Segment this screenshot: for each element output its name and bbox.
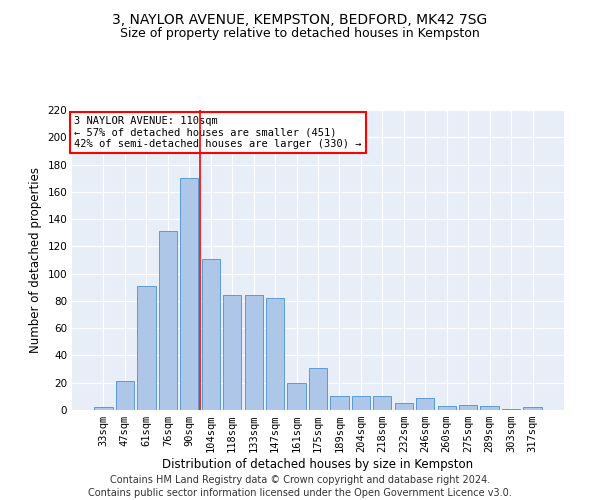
Bar (202, 258, 220, 410)
Text: 3 NAYLOR AVENUE: 110sqm
← 57% of detached houses are smaller (451)
42% of semi-d: 3 NAYLOR AVENUE: 110sqm ← 57% of detache… (74, 116, 362, 149)
Bar (223, 296, 241, 410)
Bar (437, 406, 456, 410)
Bar (523, 408, 542, 410)
Text: Size of property relative to detached houses in Kempston: Size of property relative to detached ho… (120, 28, 480, 40)
Bar (352, 396, 370, 410)
Bar (416, 398, 434, 410)
Bar (309, 368, 327, 410)
Bar (502, 408, 520, 410)
Y-axis label: Number of detached properties: Number of detached properties (29, 167, 42, 353)
Bar (287, 382, 305, 410)
Bar (373, 396, 391, 410)
Bar (331, 396, 349, 410)
Bar (180, 178, 199, 410)
Text: 3, NAYLOR AVENUE, KEMPSTON, BEDFORD, MK42 7SG: 3, NAYLOR AVENUE, KEMPSTON, BEDFORD, MK4… (112, 12, 488, 26)
Bar (459, 404, 477, 410)
X-axis label: Distribution of detached houses by size in Kempston: Distribution of detached houses by size … (163, 458, 473, 471)
Bar (116, 382, 134, 410)
Bar (481, 406, 499, 410)
Bar (266, 298, 284, 410)
Bar (94, 408, 113, 410)
Text: Contains public sector information licensed under the Open Government Licence v3: Contains public sector information licen… (88, 488, 512, 498)
Bar (395, 403, 413, 410)
Bar (159, 232, 177, 410)
Bar (137, 286, 155, 410)
Bar (245, 296, 263, 410)
Text: Contains HM Land Registry data © Crown copyright and database right 2024.: Contains HM Land Registry data © Crown c… (110, 475, 490, 485)
